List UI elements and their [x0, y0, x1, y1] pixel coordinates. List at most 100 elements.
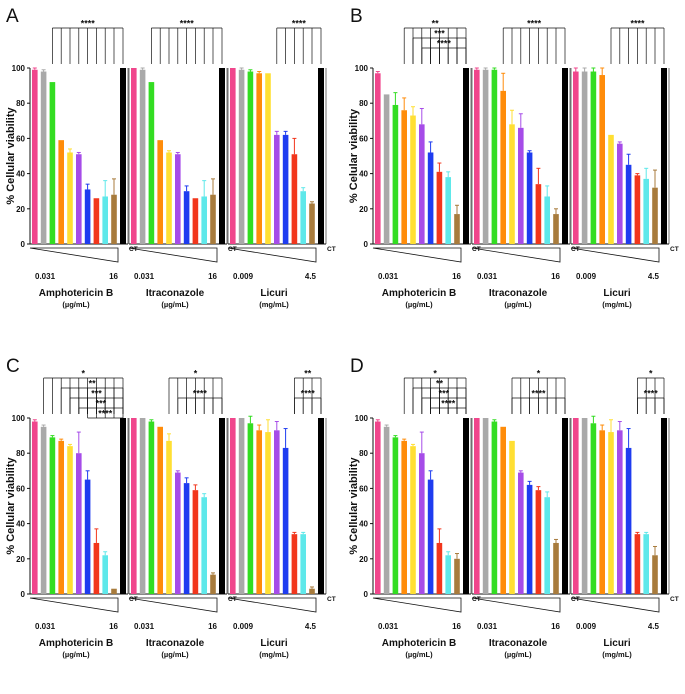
- ct-label: CT: [327, 246, 336, 253]
- significance-stars: *: [82, 369, 86, 379]
- control-bar: [318, 418, 324, 594]
- significance-bracket: *: [43, 369, 124, 414]
- significance-stars: ****: [630, 19, 645, 29]
- control-bar: [661, 418, 667, 594]
- significance-stars: ****: [441, 399, 456, 409]
- panel-D: D % Cellular viability 0 20 40 60 80 100 CT 0.031…: [348, 356, 679, 659]
- drug-unit: (mg/mL): [602, 650, 632, 659]
- concentration-wedge: [128, 597, 218, 613]
- drug-unit: (mg/mL): [602, 300, 632, 309]
- bar: [634, 534, 641, 594]
- bar: [427, 152, 434, 244]
- bar: [491, 421, 498, 594]
- control-bar: [661, 68, 667, 244]
- bar: [40, 71, 47, 245]
- bar: [617, 430, 623, 594]
- bar: [183, 483, 190, 594]
- bar: [643, 534, 649, 594]
- y-tick-label: 60: [359, 484, 368, 493]
- bar: [454, 214, 460, 244]
- bar: [76, 453, 82, 594]
- significance-stars: ****: [193, 389, 208, 399]
- concentration-wedge: [471, 597, 561, 613]
- ct-label: CT: [228, 246, 237, 253]
- bar: [500, 90, 506, 244]
- drug-name: Itraconazole: [146, 638, 205, 649]
- significance-stars: *: [649, 369, 653, 379]
- control-bar: [562, 418, 568, 594]
- bar: [76, 154, 82, 244]
- significance-stars: **: [432, 19, 440, 29]
- panel-A: A % Cellular viability 0 20 40 60 80 100 CT 0.031…: [5, 6, 336, 309]
- drug-unit: (µg/mL): [405, 650, 433, 659]
- group-2: CT 0.009 4.5 Licuri(mg/mL): [227, 67, 336, 309]
- significance-stars: ****: [437, 39, 452, 49]
- bar: [256, 73, 262, 244]
- low-concentration-label: 0.031: [477, 272, 498, 281]
- low-concentration-label: 0.009: [576, 622, 597, 631]
- y-tick-label: 40: [359, 520, 368, 529]
- bar: [474, 69, 480, 244]
- significance-bracket: ****: [294, 389, 322, 414]
- high-concentration-label: 16: [109, 272, 118, 281]
- bar: [139, 69, 146, 244]
- y-tick-label: 80: [16, 449, 25, 458]
- ct-label: CT: [472, 246, 481, 253]
- bar: [436, 171, 443, 244]
- bar: [599, 430, 605, 594]
- concentration-wedge: [471, 247, 561, 263]
- control-bar: [120, 68, 126, 244]
- concentration-wedge: [128, 247, 218, 263]
- ct-label: CT: [571, 246, 580, 253]
- bar: [410, 115, 416, 245]
- y-tick-label: 20: [16, 205, 25, 214]
- concentration-wedge: [570, 247, 660, 263]
- significance-stars: *: [537, 369, 541, 379]
- bar: [67, 152, 73, 244]
- ct-label: CT: [670, 596, 679, 603]
- bar: [581, 71, 588, 245]
- bar: [230, 68, 236, 244]
- control-bar: [562, 68, 568, 244]
- significance-bracket: ****: [421, 39, 467, 64]
- significance-stars: *: [194, 369, 198, 379]
- y-tick-label: 80: [359, 449, 368, 458]
- y-tick-label: 20: [359, 205, 368, 214]
- drug-name: Licuri: [260, 638, 287, 649]
- bar: [482, 69, 489, 244]
- bar: [482, 418, 489, 594]
- bar: [581, 418, 588, 594]
- y-axis-label: % Celular viability: [348, 108, 360, 203]
- drug-unit: (µg/mL): [161, 650, 189, 659]
- low-concentration-label: 0.031: [378, 622, 399, 631]
- bar: [157, 140, 163, 244]
- drug-name: Itraconazole: [146, 288, 205, 299]
- bar: [102, 196, 108, 244]
- bar: [518, 472, 524, 594]
- drug-name: Itraconazole: [489, 638, 548, 649]
- bar: [247, 423, 254, 594]
- concentration-wedge: [29, 247, 119, 263]
- bar: [383, 94, 390, 245]
- ct-label: CT: [571, 596, 580, 603]
- y-tick-label: 60: [16, 134, 25, 143]
- low-concentration-label: 0.031: [477, 622, 498, 631]
- significance-stars: **: [304, 369, 312, 379]
- bar: [509, 124, 515, 244]
- bar: [300, 534, 306, 594]
- bar: [111, 194, 117, 244]
- bar: [210, 194, 216, 244]
- significance-stars: ***: [91, 389, 102, 399]
- bar: [526, 484, 533, 594]
- significance-bracket: ****: [177, 389, 223, 414]
- bar: [102, 555, 108, 594]
- y-tick-label: 100: [355, 414, 369, 423]
- y-tick-label: 100: [12, 64, 26, 73]
- bar: [265, 432, 271, 594]
- group-2: CT 0.009 4.5 Licuri(mg/mL): [570, 415, 679, 659]
- bar: [49, 82, 56, 244]
- bar: [282, 134, 289, 244]
- bar: [282, 447, 289, 594]
